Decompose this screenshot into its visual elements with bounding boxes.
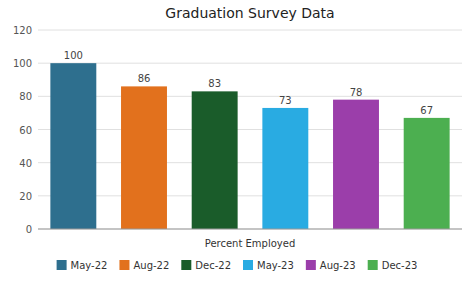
data-label: 83 bbox=[208, 78, 221, 89]
grid-line bbox=[38, 162, 462, 163]
x-axis-line bbox=[38, 229, 462, 230]
y-tick-label: 60 bbox=[19, 125, 32, 136]
bar bbox=[192, 91, 238, 229]
legend-label: Aug-23 bbox=[320, 260, 356, 271]
legend-label: Aug-22 bbox=[133, 260, 169, 271]
bar bbox=[404, 118, 450, 229]
y-tick-label: 120 bbox=[13, 25, 32, 36]
legend: May-22 Aug-22 Dec-22 May-23 Aug-23 Dec-23 bbox=[57, 260, 418, 271]
data-label: 73 bbox=[279, 95, 292, 106]
y-tick-label: 40 bbox=[19, 158, 32, 169]
legend-swatch bbox=[306, 260, 316, 270]
legend-swatch bbox=[181, 260, 191, 270]
legend-item: May-23 bbox=[243, 260, 294, 271]
y-tick-label: 100 bbox=[13, 58, 32, 69]
grid-line bbox=[38, 63, 462, 64]
data-label: 86 bbox=[138, 73, 151, 84]
data-labels: 100 86 83 73 78 67 bbox=[64, 50, 433, 116]
legend-label: May-23 bbox=[257, 260, 294, 271]
data-label: 78 bbox=[350, 87, 363, 98]
title: Graduation Survey Data bbox=[165, 5, 334, 21]
legend-item: Aug-22 bbox=[119, 260, 169, 271]
legend-item: Dec-22 bbox=[181, 260, 231, 271]
legend-item: Aug-23 bbox=[306, 260, 356, 271]
y-tick-label: 80 bbox=[19, 91, 32, 102]
legend-label: May-22 bbox=[71, 260, 108, 271]
legend-swatch bbox=[243, 260, 253, 270]
bar bbox=[121, 86, 167, 229]
bar bbox=[50, 63, 96, 229]
legend-swatch bbox=[368, 260, 378, 270]
grid-line bbox=[38, 195, 462, 196]
grid-line bbox=[38, 30, 462, 31]
grid-line bbox=[38, 96, 462, 97]
y-tick-label: 0 bbox=[26, 224, 32, 235]
legend-label: Dec-23 bbox=[382, 260, 418, 271]
grid-line bbox=[38, 229, 462, 230]
bars bbox=[50, 63, 449, 229]
bar bbox=[262, 108, 308, 229]
data-label: 100 bbox=[64, 50, 83, 61]
legend-label: Dec-22 bbox=[195, 260, 231, 271]
grid bbox=[38, 30, 462, 229]
legend-swatch bbox=[119, 260, 129, 270]
grid-line bbox=[38, 129, 462, 130]
legend-item: Dec-23 bbox=[368, 260, 418, 271]
y-tick-label: 20 bbox=[19, 191, 32, 202]
data-label: 67 bbox=[420, 105, 433, 116]
chart: Graduation Survey Data 0 20 40 60 80 100 120 100… bbox=[0, 0, 474, 283]
bar bbox=[333, 100, 379, 229]
x-axis-label: Percent Employed bbox=[205, 238, 296, 249]
legend-swatch bbox=[57, 260, 67, 270]
legend-item: May-22 bbox=[57, 260, 108, 271]
